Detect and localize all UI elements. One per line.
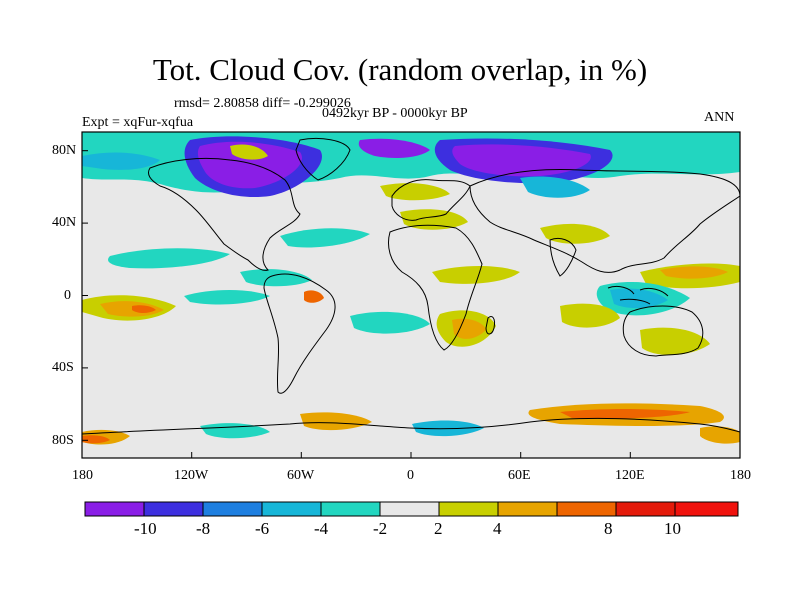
map-title: Tot. Cloud Cov. (random overlap, in %) [152,52,648,87]
colorbar-swatch [675,502,738,516]
anomaly-region [280,228,370,248]
x-tick-label: 120E [615,468,645,483]
coastline-india [549,237,577,277]
coastline-greenland [295,137,351,181]
anomaly-region [560,303,620,328]
colorbar-swatch [380,502,439,516]
coastlines [82,137,740,435]
anomaly-field [82,132,740,458]
colorbar-label: -10 [134,519,157,538]
anomaly-region [660,266,728,279]
anomaly-region [240,269,312,287]
colorbar-label: 8 [604,519,613,538]
anomaly-region [82,435,110,444]
anomaly-region [400,209,468,230]
colorbar-label: -4 [314,519,329,538]
anomaly-region [358,138,430,158]
x-tick-label: 0 [407,468,414,483]
y-tick-label: 40N [52,215,77,230]
colorbar-label: 10 [664,519,681,538]
colorbar-swatch [203,502,262,516]
colorbar-swatch [321,502,380,516]
coastline-indonesia [607,285,669,305]
anomaly-region [700,426,740,444]
y-tick-label: 40S [52,360,74,375]
time-period: 0492kyr BP - 0000kyr BP [322,106,468,121]
rmsd-diff-stats: rmsd= 2.80858 diff= -0.299026 [174,96,351,111]
colorbar-swatch [616,502,675,516]
x-tick-label: 180 [730,468,751,483]
y-tick-label: 80N [52,143,77,158]
coastline-australia [622,305,704,357]
colorbar-frame [84,501,739,517]
colorbar-label: 2 [434,519,443,538]
coastline-europe [391,179,471,221]
x-tick-label: 60E [508,468,531,483]
season-label: ANN [704,110,735,125]
y-tick-label: 80S [52,433,74,448]
anomaly-region [108,248,230,269]
anomaly-region [560,409,690,419]
colorbar-swatch [262,502,321,516]
anomaly-region [640,327,710,356]
anomaly-region [452,144,591,177]
x-tick-label: 120W [174,468,209,483]
experiment-label: Expt = xqFur-xqfua [82,115,194,130]
colorbar-swatch [557,502,616,516]
anomaly-region [304,290,324,303]
colorbar-label: -6 [255,519,270,538]
colorbar-swatch [498,502,557,516]
colorbar-label: -2 [373,519,388,538]
anomaly-region [380,183,450,201]
anomaly-region [132,305,156,313]
anomaly-region [184,290,270,305]
coastline-africa [388,224,483,351]
anomaly-region [197,141,302,189]
coastline-antarctica [82,417,740,435]
colorbar-label: 4 [493,519,502,538]
colorbar-swatch [144,502,203,516]
anomaly-region [230,144,268,160]
coastline-asia [469,169,740,273]
anomaly-region [300,412,372,431]
colorbar-swatch [85,502,144,516]
coastline-south-america [263,273,336,394]
anomaly-region [350,311,430,334]
anomaly-region [520,176,590,198]
colorbar-swatch [439,502,498,516]
y-tick-label: 0 [64,288,71,303]
coastline-north-america [147,157,301,271]
coastline-madagascar [485,315,495,335]
anomaly-region [200,423,270,439]
anomaly-region [610,288,668,309]
axis-ticks [81,150,741,458]
colorbar-label: -8 [196,519,211,538]
anomaly-region [432,266,520,284]
anomaly-region [82,152,160,170]
x-tick-label: 180 [72,468,93,483]
colorbar [84,501,739,517]
x-tick-label: 60W [287,468,315,483]
anomaly-region [452,318,486,339]
